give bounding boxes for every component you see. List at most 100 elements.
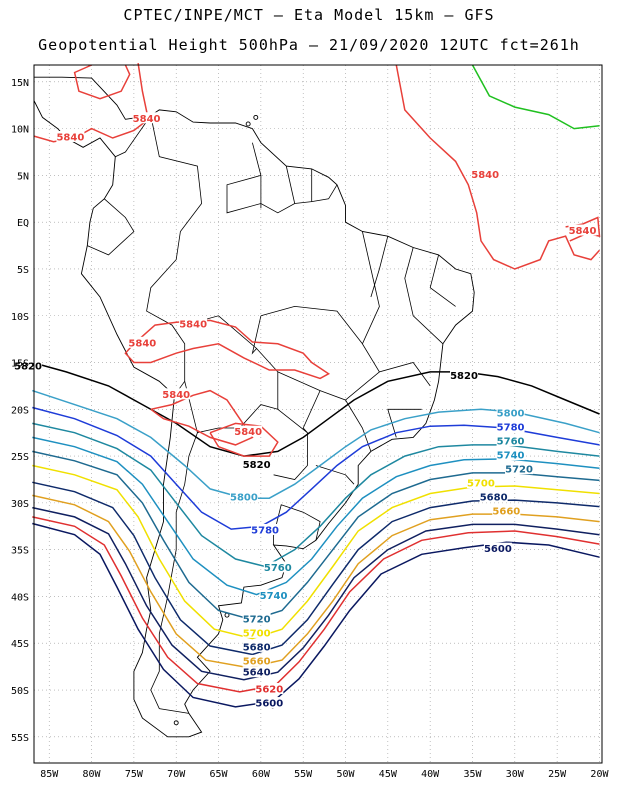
contour-line-5840 <box>395 64 601 270</box>
contour-label: 5840 <box>471 170 499 181</box>
contour-line-5660 <box>32 494 600 669</box>
contour-label: 5600 <box>484 544 512 555</box>
contour-line-5780 <box>32 406 600 530</box>
contour-label-bg <box>479 491 508 503</box>
country-border <box>404 247 444 345</box>
contour-label: 5820 <box>243 460 271 471</box>
contour-label: 5720 <box>505 465 533 476</box>
country-border <box>285 166 296 204</box>
contour-label: 5840 <box>128 338 156 349</box>
contour-label: 5840 <box>569 226 597 237</box>
contour-label: 5760 <box>497 437 525 448</box>
contour-label-bg <box>242 666 271 678</box>
lon-tick-label: 80W <box>83 769 102 780</box>
contour-label-bg <box>251 523 280 535</box>
lat-tick-label: EQ <box>17 218 29 229</box>
contour-line-5600 <box>32 522 600 708</box>
contour-label: 5800 <box>497 409 525 420</box>
contour-label-bg <box>492 505 521 517</box>
lon-tick-label: 30W <box>506 769 525 780</box>
contour-label: 5700 <box>243 628 271 639</box>
lat-tick-label: 25S <box>11 452 29 463</box>
contour-label-bg <box>450 369 479 381</box>
lon-tick-label: 25W <box>548 769 567 780</box>
lat-tick-label: 15S <box>11 359 29 370</box>
contour-label-bg <box>255 683 284 695</box>
contour-label-bg <box>263 561 292 573</box>
contour-label-bg <box>255 697 284 709</box>
contour-line-5720 <box>32 450 600 621</box>
lon-tick-label: 35W <box>463 769 482 780</box>
contour-line-5840 <box>209 422 279 457</box>
lon-tick-label: 45W <box>379 769 398 780</box>
contour-label-bg <box>56 130 85 142</box>
lon-tick-label: 65W <box>210 769 229 780</box>
contour-label-bg <box>128 336 157 348</box>
contour-label: 5820 <box>14 362 42 373</box>
south-america-coast <box>33 76 475 738</box>
lon-tick-label: 55W <box>294 769 313 780</box>
lon-tick-label: 20W <box>590 769 609 780</box>
lat-tick-label: 5N <box>17 171 29 182</box>
contour-line-5800 <box>32 389 600 499</box>
contour-label-bg <box>471 168 500 180</box>
contour-label-bg <box>505 463 534 475</box>
contour-line-5840 <box>33 62 150 143</box>
contour-line-5840 <box>73 64 131 100</box>
country-border <box>150 432 198 714</box>
contour-line-5700 <box>32 464 600 640</box>
contour-line-green <box>471 64 600 130</box>
contour-label-bg <box>568 224 597 236</box>
lat-tick-label: 15N <box>11 78 29 89</box>
country-border <box>273 504 321 545</box>
island-outline <box>173 720 179 726</box>
contour-label: 5640 <box>243 668 271 679</box>
title-line-1: CPTEC/INPE/MCT – Eta Model 15km – GFS <box>123 6 495 24</box>
contour-label-bg <box>242 612 271 624</box>
country-border <box>251 315 262 355</box>
country-border <box>146 115 203 396</box>
contour-label-bg <box>466 477 495 489</box>
country-border <box>115 115 152 158</box>
contour-line-5840 <box>124 319 331 380</box>
country-border <box>277 371 321 391</box>
latitude-labels: 15N 10N 5N EQ 5S 10S 15S 20S 25S 30S 35S 40S 45S 50S 5… <box>11 78 29 744</box>
contour-label-bg <box>496 449 525 461</box>
contour-label-bg <box>132 112 161 124</box>
contour-label-bg <box>234 425 263 437</box>
country-border <box>260 305 363 345</box>
contour-line-5820 <box>32 361 600 457</box>
contour-label: 5760 <box>264 563 292 574</box>
contour-label-bg <box>14 360 43 372</box>
title-line-2: Geopotential Height 500hPa – 21/09/2020 … <box>38 36 580 54</box>
contour-label-bg <box>242 458 271 470</box>
lat-tick-label: 50S <box>11 686 29 697</box>
country-border <box>370 236 389 298</box>
longitude-labels: 85W 80W 75W 70W 65W 60W 55W 50W 45W 40W 35W 30W 25W 2… <box>40 769 609 780</box>
contour-label-bg <box>229 491 258 503</box>
contour-line-5680 <box>32 481 600 656</box>
country-border <box>302 231 380 433</box>
contour-label-bg <box>496 421 525 433</box>
lon-tick-label: 85W <box>40 769 59 780</box>
island-outline <box>253 114 259 120</box>
contour-label-bg <box>242 626 271 638</box>
contour-label: 5800 <box>230 493 258 504</box>
country-border <box>87 198 135 256</box>
lat-tick-label: 55S <box>11 733 29 744</box>
lat-tick-label: 30S <box>11 499 29 510</box>
lon-tick-label: 60W <box>252 769 271 780</box>
country-border <box>315 465 355 485</box>
contour-line-5760 <box>32 422 600 568</box>
contour-label: 5840 <box>162 390 190 401</box>
contour-label: 5700 <box>467 479 495 490</box>
contour-label: 5740 <box>260 591 288 602</box>
contour-label-bg <box>179 318 208 330</box>
contour-label: 5680 <box>480 493 508 504</box>
country-border <box>184 315 308 480</box>
contour-labels: 5840 5840 5840 5840 5840 5840 5840 5840 5820 5820… <box>14 112 597 710</box>
country-border <box>226 142 338 214</box>
contour-label: 5840 <box>234 427 262 438</box>
country-border <box>184 381 278 434</box>
